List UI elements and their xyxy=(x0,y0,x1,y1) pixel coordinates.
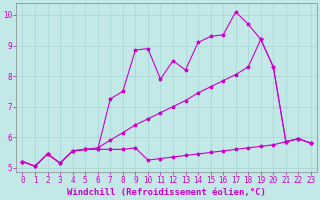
X-axis label: Windchill (Refroidissement éolien,°C): Windchill (Refroidissement éolien,°C) xyxy=(67,188,266,197)
